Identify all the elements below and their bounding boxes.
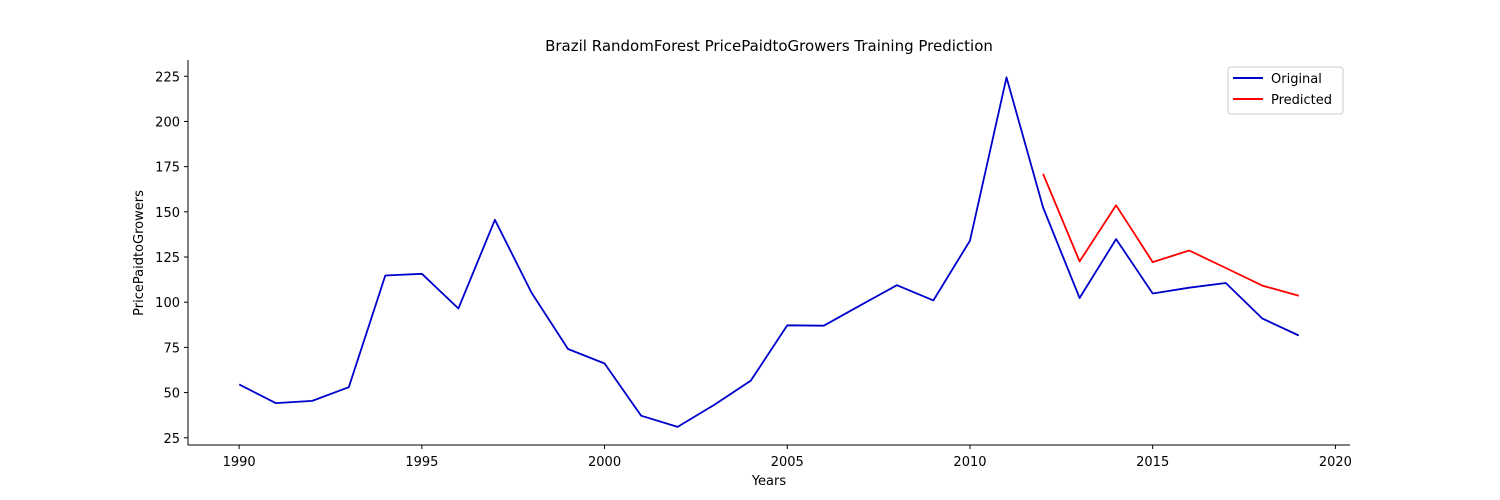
y-tick-label: 50	[163, 387, 180, 402]
y-tick-label: 75	[163, 341, 180, 356]
y-tick-label: 25	[163, 432, 180, 447]
series-line-original	[238, 76, 1300, 428]
series-layer	[238, 76, 1300, 428]
legend-label-original: Original	[1271, 72, 1322, 87]
x-axis-ticks: 1990 1995 2000 2005 2010 2015 2020	[223, 445, 1352, 470]
y-tick-label: 150	[155, 206, 180, 221]
y-tick-label: 100	[155, 296, 180, 311]
legend: Original Predicted	[1227, 66, 1344, 115]
y-tick-label: 225	[155, 70, 180, 85]
x-tick-label: 2015	[1136, 455, 1169, 470]
y-tick-label: 200	[155, 115, 180, 130]
x-tick-label: 1995	[405, 455, 438, 470]
y-tick-label: 175	[155, 161, 180, 176]
x-tick-label: 2000	[588, 455, 621, 470]
x-tick-label: 1990	[223, 455, 256, 470]
y-tick-label: 125	[155, 251, 180, 266]
series-line-predicted	[1042, 173, 1300, 297]
y-axis-title: PricePaidtoGrowers	[132, 190, 147, 316]
x-axis-title: Years	[751, 474, 787, 489]
x-tick-label: 2005	[771, 455, 804, 470]
y-axis-ticks: 25 50 75 100 125 150 175 200 225	[155, 70, 188, 447]
x-tick-label: 2020	[1319, 455, 1352, 470]
x-tick-label: 2010	[953, 455, 986, 470]
chart-title: Brazil RandomForest PricePaidtoGrowers T…	[545, 37, 993, 55]
legend-label-predicted: Predicted	[1271, 93, 1332, 108]
